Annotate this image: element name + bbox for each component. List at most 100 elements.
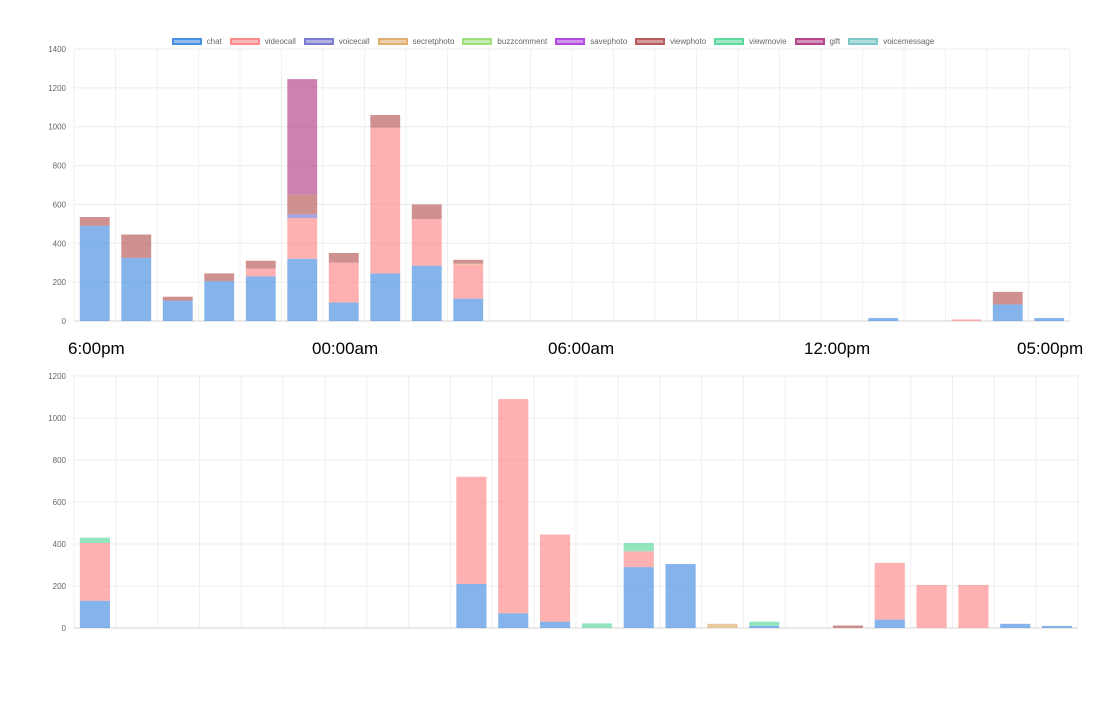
bar-segment-viewmovie[interactable] [623,542,654,552]
legend-item-gift[interactable]: gift [794,34,841,48]
bar-segment-viewphoto[interactable] [287,194,318,215]
y-tick-label: 600 [53,498,67,507]
legend-swatch [377,37,408,45]
bar-segment-viewphoto[interactable] [370,115,401,128]
bar-segment-videocall[interactable] [540,534,571,622]
y-tick-label: 800 [53,162,67,171]
legend-swatch [555,37,586,45]
legend-item-voicemessage[interactable]: voicemessage [848,34,934,48]
bar-segment-chat[interactable] [498,613,529,628]
bar-segment-videocall[interactable] [79,542,110,601]
y-tick-label: 600 [53,200,67,209]
bar-segment-viewmovie[interactable] [749,621,780,626]
y-tick-label: 0 [62,317,67,326]
bar-segment-videocall[interactable] [958,584,989,628]
y-tick-label: 400 [53,239,67,248]
bar-segment-videocall[interactable] [456,476,487,584]
bar-segment-viewphoto[interactable] [162,296,193,301]
bar-segment-voicecall[interactable] [287,214,318,219]
bar-segment-chat[interactable] [456,583,487,628]
legend-item-viewphoto[interactable]: viewphoto [635,34,706,48]
bar-segment-chat[interactable] [874,619,905,628]
bar-segment-videocall[interactable] [453,264,484,299]
bar-segment-chat[interactable] [245,276,276,321]
bar-segment-chat[interactable] [749,625,780,628]
legend-label: secretphoto [412,36,455,46]
bar-segment-viewmovie[interactable] [79,537,110,543]
bar-segment-chat[interactable] [411,265,442,321]
y-tick-label: 0 [62,624,67,633]
bar-segment-viewphoto[interactable] [992,291,1023,305]
bar-segment-viewphoto[interactable] [411,204,442,219]
bar-segment-videocall[interactable] [498,399,529,614]
legend-label: chat [206,36,222,46]
bar-segment-viewmovie[interactable] [581,623,612,628]
top-stacked-bar-chart: 0 200 400 600 800 1000 1200 1400 [48,45,1071,326]
legend-label: savephoto [590,36,628,46]
bar-segment-chat[interactable] [540,621,571,628]
y-tick-label: 1000 [48,123,66,132]
bottom-stacked-bar-chart: 0 200 400 600 800 1000 1200 [48,372,1079,633]
bar-segment-viewphoto[interactable] [121,234,152,258]
y-tick-label: 200 [53,582,67,591]
bar-segment-videocall[interactable] [916,584,947,628]
legend-item-buzzcomment[interactable]: buzzcomment [462,34,547,48]
bar-segment-chat[interactable] [162,300,193,321]
bar-segment-chat[interactable] [1034,318,1065,321]
bar-segment-secretphoto[interactable] [707,623,738,628]
legend-label: voicemessage [883,36,935,46]
bar-segment-videocall[interactable] [951,319,982,321]
bar-segment-videocall[interactable] [370,127,401,274]
bar-segment-viewphoto[interactable] [453,259,484,264]
chart-legend: chat videocall voicecall secretphoto buzzcom… [0,34,1106,48]
bar-segment-viewphoto[interactable] [79,217,110,226]
legend-label: buzzcomment [497,36,548,46]
bar-segment-viewphoto[interactable] [832,625,863,628]
bar-segment-videocall[interactable] [874,562,905,620]
bar-segment-videocall[interactable] [411,219,442,266]
bar-segment-chat[interactable] [79,600,110,628]
bar-segment-chat[interactable] [453,298,484,321]
bar-segment-chat[interactable] [204,281,235,321]
legend-label: viewphoto [670,36,707,46]
bar-segment-chat[interactable] [1000,623,1031,628]
bar-segment-gift[interactable] [287,79,318,195]
time-label-midnight: 00:00am [312,339,379,358]
legend-item-savephoto[interactable]: savephoto [555,34,627,48]
bar-segment-chat[interactable] [623,567,654,628]
bar-segment-viewphoto[interactable] [245,260,276,269]
bar-segment-videocall[interactable] [287,218,318,259]
y-tick-label: 1000 [48,414,66,423]
bar-segment-chat[interactable] [665,563,696,628]
bar-segment-chat[interactable] [287,258,318,321]
bar-segment-chat[interactable] [868,318,899,321]
legend-item-viewmovie[interactable]: viewmovie [714,34,787,48]
bar-segment-viewphoto[interactable] [204,273,235,282]
legend-label: viewmovie [749,36,787,46]
bar-segment-secretphoto[interactable] [453,263,484,265]
legend-item-chat[interactable]: chat [171,34,222,48]
legend-swatch [303,37,334,45]
bar-segment-viewphoto[interactable] [328,253,359,263]
y-tick-label: 400 [53,540,67,549]
y-tick-label: 800 [53,456,67,465]
legend-swatch [462,37,493,45]
bar-segment-chat[interactable] [79,225,110,321]
legend-item-secretphoto[interactable]: secretphoto [377,34,455,48]
bar-segment-chat[interactable] [121,257,152,321]
time-label-6pm: 6:00pm [68,339,125,358]
bar-segment-chat[interactable] [1042,625,1073,628]
bar-segment-videocall[interactable] [328,262,359,303]
legend-label: voicecall [338,36,370,46]
bar-segment-videocall[interactable] [623,551,654,568]
bar-segment-videocall[interactable] [245,268,276,277]
bar-segment-chat[interactable] [370,273,401,321]
y-tick-label: 1400 [48,45,66,54]
legend-label: gift [829,36,841,46]
legend-item-voicecall[interactable]: voicecall [303,34,370,48]
bar-segment-chat[interactable] [992,304,1023,321]
bar-segment-chat[interactable] [328,302,359,321]
legend-item-videocall[interactable]: videocall [229,34,296,48]
time-label-noon: 12:00pm [804,339,871,358]
legend-swatch [635,37,666,45]
